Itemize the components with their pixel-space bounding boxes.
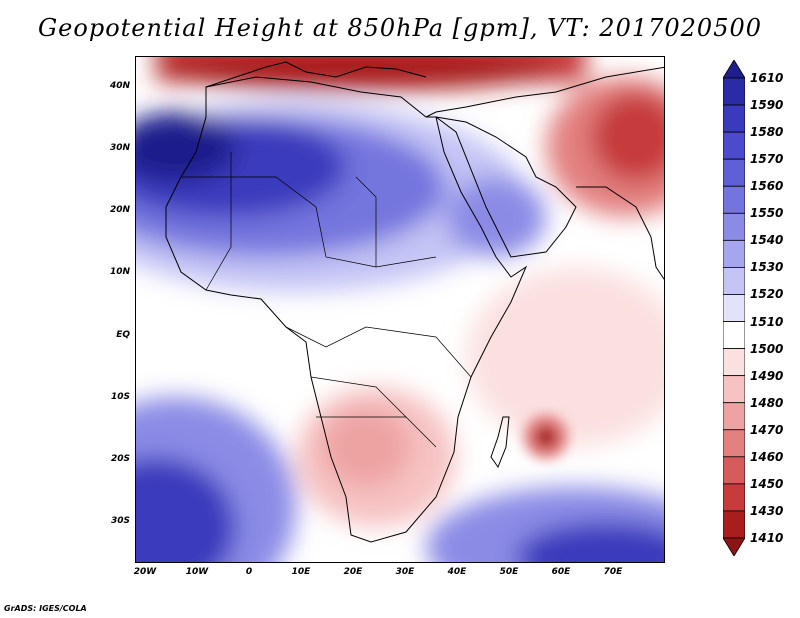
colorbar-tick-label: 1430 bbox=[750, 503, 784, 518]
field-region-arabia-high bbox=[446, 177, 546, 257]
field-region-mediterranean-core bbox=[156, 57, 556, 91]
colorbar-swatch bbox=[723, 212, 745, 241]
colorbar-swatch bbox=[723, 483, 745, 512]
field-region-cyclone-core bbox=[535, 426, 557, 448]
height-field-layer bbox=[136, 57, 664, 562]
cyclone-layer bbox=[524, 415, 568, 459]
grads-credit: GrADS: IGES/COLA bbox=[4, 604, 87, 613]
colorbar-tick-label: 1500 bbox=[750, 341, 784, 356]
colorbar-tick-label: 1480 bbox=[750, 395, 784, 410]
colorbar-tick-label: 1490 bbox=[750, 368, 784, 383]
colorbar-tick-label: 1410 bbox=[750, 531, 784, 545]
colorbar-swatch bbox=[723, 131, 745, 160]
colorbar-swatch bbox=[723, 402, 745, 431]
lat-tick-label: 10S bbox=[110, 392, 130, 402]
colorbar-swatch bbox=[723, 294, 745, 322]
colorbar-tick-label: 1570 bbox=[750, 152, 784, 167]
field-region-southern-low-core bbox=[321, 407, 411, 487]
colorbar-bottom-arrow bbox=[723, 537, 745, 556]
colorbar-tick-label: 1520 bbox=[750, 287, 784, 302]
colorbar-swatch bbox=[723, 104, 745, 133]
eurasia-coastline bbox=[425, 66, 664, 118]
lon-tick-label: 70E bbox=[603, 567, 623, 577]
border-angola-zambia bbox=[310, 376, 407, 418]
field-region-sw-high-core bbox=[136, 457, 236, 562]
lon-tick-label: 40E bbox=[447, 567, 467, 577]
colorbar-swatch bbox=[723, 239, 745, 268]
country-borders bbox=[181, 152, 472, 448]
colorbar-swatch bbox=[723, 375, 745, 404]
colorbar-tick-label: 1550 bbox=[750, 206, 784, 221]
colorbar-tick-label: 1560 bbox=[750, 179, 784, 194]
colorbar bbox=[723, 60, 745, 556]
lat-tick-label: 20N bbox=[109, 205, 130, 215]
map-plot-area bbox=[135, 56, 665, 563]
colorbar-tick-label: 1540 bbox=[750, 233, 784, 248]
africa-coastline bbox=[165, 76, 528, 543]
arabia-coastline bbox=[435, 116, 577, 258]
colorbar-swatch bbox=[723, 185, 745, 214]
colorbar-tick-label: 1470 bbox=[750, 422, 784, 437]
colorbar-swatch bbox=[723, 510, 745, 539]
colorbar-swatch bbox=[723, 321, 745, 349]
field-region-north-high-max bbox=[136, 112, 236, 182]
colorbar-tick-label: 1510 bbox=[750, 314, 784, 329]
asia-coastline bbox=[576, 186, 664, 280]
colorbar-tick-label: 1460 bbox=[750, 449, 784, 464]
map-svg bbox=[136, 57, 664, 562]
colorbar-swatch bbox=[723, 456, 745, 485]
colorbar-tick-label: 1590 bbox=[750, 98, 784, 113]
field-region-india-low-core bbox=[591, 92, 664, 182]
border-sahara bbox=[181, 176, 437, 268]
lon-tick-label: 60E bbox=[551, 567, 571, 577]
field-region-se-high-core bbox=[516, 522, 664, 562]
europe-coastline bbox=[205, 61, 427, 88]
colorbar-tick-label: 1450 bbox=[750, 476, 784, 491]
lon-tick-label: 10E bbox=[291, 567, 311, 577]
field-region-indian-ocean-low bbox=[466, 267, 664, 447]
colorbar-swatch bbox=[723, 77, 745, 106]
lat-tick-label: 30S bbox=[110, 516, 130, 526]
lon-tick-label: 30E bbox=[395, 567, 415, 577]
lon-tick-label: 50E bbox=[499, 567, 519, 577]
colorbar-swatch bbox=[723, 158, 745, 187]
colorbar-swatch bbox=[723, 267, 745, 295]
border-libya-chad bbox=[355, 176, 377, 267]
lat-tick-label: EQ bbox=[116, 330, 130, 340]
lat-tick-label: 10N bbox=[109, 267, 130, 277]
colorbar-tick-label: 1580 bbox=[750, 125, 784, 140]
madagascar-coastline bbox=[490, 416, 510, 469]
chart-title: Geopotential Height at 850hPa [gpm], VT:… bbox=[38, 14, 762, 42]
colorbar-top-arrow bbox=[723, 60, 745, 79]
lon-tick-label: 0 bbox=[245, 567, 253, 577]
coastlines bbox=[165, 61, 664, 543]
border-west-africa bbox=[205, 152, 232, 291]
lat-tick-label: 40N bbox=[109, 81, 130, 91]
lon-tick-label: 20W bbox=[133, 567, 157, 577]
colorbar-swatch bbox=[723, 429, 745, 458]
lon-tick-label: 20E bbox=[343, 567, 363, 577]
lat-tick-label: 20S bbox=[110, 454, 130, 464]
colorbar-tick-label: 1530 bbox=[750, 260, 784, 275]
colorbar-swatch bbox=[723, 348, 745, 377]
lon-tick-label: 10W bbox=[185, 567, 209, 577]
colorbar-tick-label: 1610 bbox=[750, 71, 784, 85]
border-central-africa bbox=[285, 326, 472, 378]
lat-tick-label: 30N bbox=[109, 143, 130, 153]
